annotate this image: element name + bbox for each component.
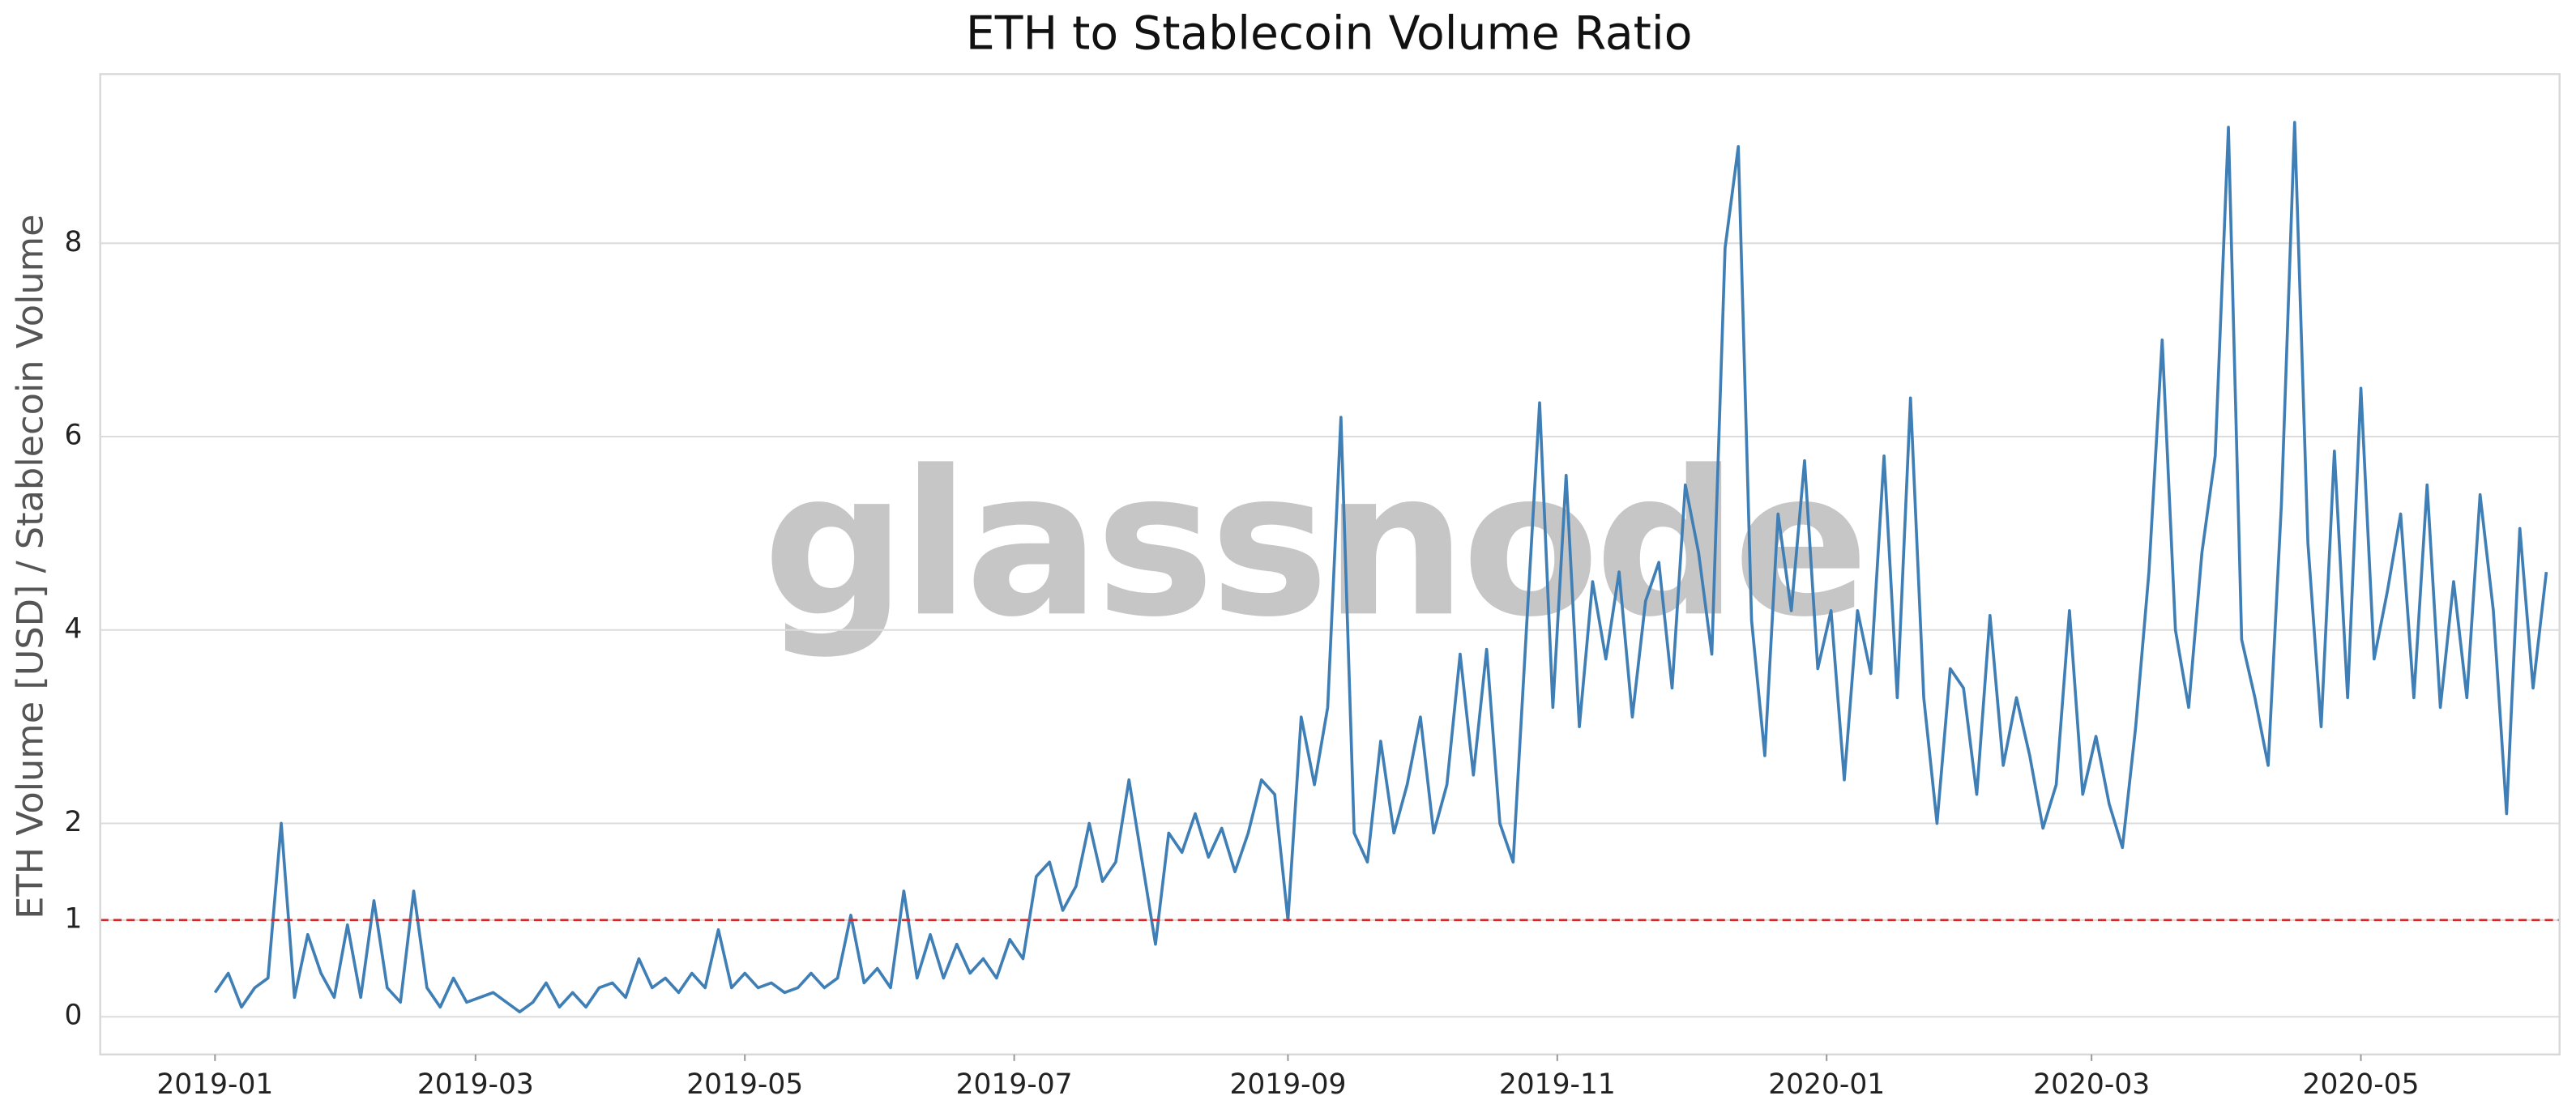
x-tick-label: 2020-03 [2033, 1068, 2150, 1101]
chart-title: ETH to Stablecoin Volume Ratio [966, 6, 1693, 60]
x-tick-label: 2019-09 [1229, 1068, 1346, 1101]
watermark: glassnode [763, 428, 1864, 661]
y-tick-label: 8 [64, 226, 82, 258]
y-tick-label: 6 [64, 420, 82, 452]
x-tick-label: 2019-01 [156, 1068, 273, 1101]
y-tick-label: 2 [64, 806, 82, 838]
x-tick-label: 2019-11 [1499, 1068, 1616, 1101]
y-tick-label: 4 [64, 612, 82, 645]
x-tick-label: 2020-05 [2303, 1068, 2420, 1101]
x-tick-label: 2019-07 [956, 1068, 1073, 1101]
y-tick-label: 0 [64, 1000, 82, 1032]
y-axis-label: ETH Volume [USD] / Stablecoin Volume [10, 214, 52, 919]
y-tick-label: 1 [64, 902, 82, 935]
x-tick-label: 2019-03 [417, 1068, 534, 1101]
x-tick-label: 2020-01 [1768, 1068, 1885, 1101]
plot-area: glassnode [100, 121, 2560, 1018]
x-tick-label: 2019-05 [686, 1068, 803, 1101]
plot-frame [99, 73, 2561, 1055]
data-line [213, 121, 2548, 1014]
